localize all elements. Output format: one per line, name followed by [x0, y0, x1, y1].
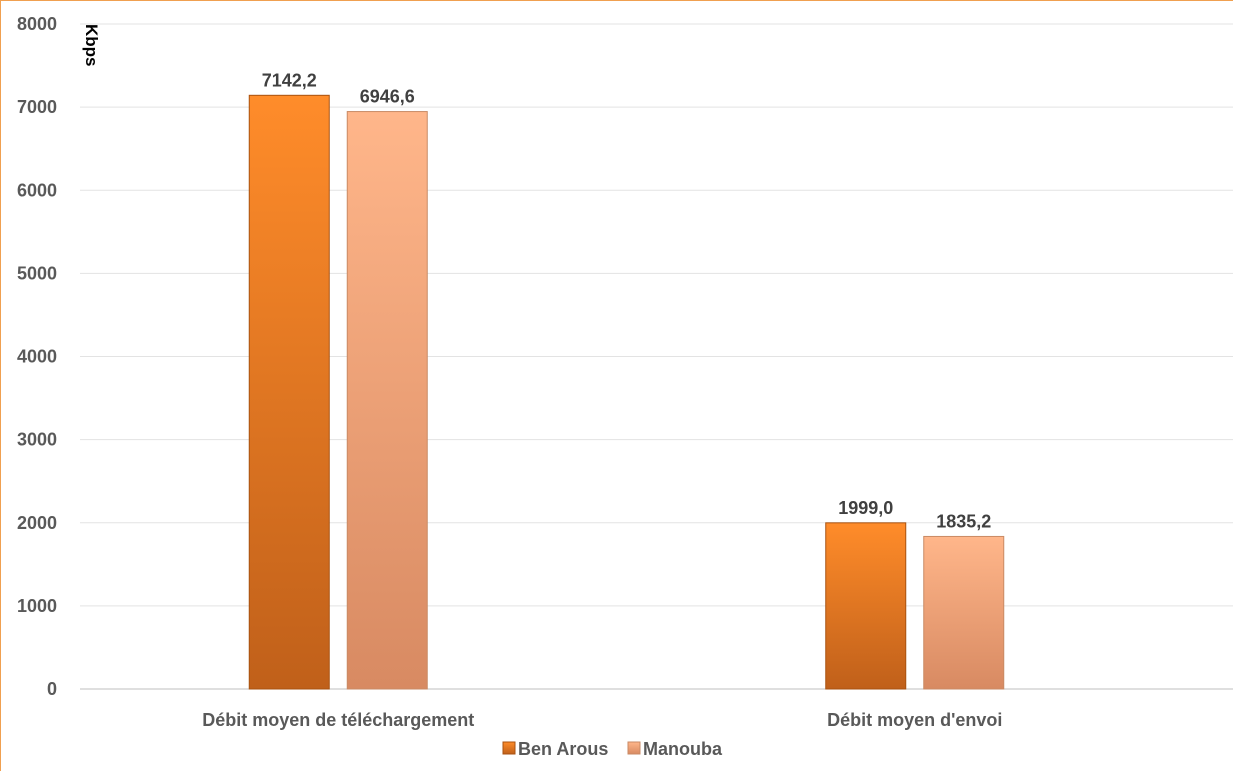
y-tick-label: 7000 [17, 97, 57, 117]
y-tick-label: 8000 [17, 14, 57, 34]
category-label: Débit moyen d'envoi [827, 710, 1002, 730]
y-tick-label: 2000 [17, 513, 57, 533]
y-axis-ticks: 0 1000 2000 3000 4000 5000 6000 7000 8000 [17, 14, 57, 699]
legend-label: Ben Arous [518, 739, 608, 759]
gridlines [80, 23, 1233, 690]
data-label: 6946,6 [360, 87, 415, 107]
legend: Ben Arous Manouba [502, 739, 723, 759]
data-label: 7142,2 [262, 70, 317, 90]
y-tick-label: 0 [47, 679, 57, 699]
bar-ben-arous [825, 522, 907, 690]
legend-swatch [627, 741, 641, 755]
legend-label: Manouba [643, 739, 723, 759]
data-label: 1835,2 [936, 511, 991, 531]
data-label: 1999,0 [838, 498, 893, 518]
legend-swatch [502, 741, 516, 755]
bars [248, 94, 1005, 690]
y-axis-label: Kbps [82, 24, 101, 67]
category-labels: Débit moyen de téléchargement Débit moyen… [202, 710, 1002, 730]
category-label: Débit moyen de téléchargement [202, 710, 474, 730]
y-tick-label: 4000 [17, 347, 57, 367]
bar-manouba [346, 111, 428, 690]
y-tick-label: 5000 [17, 263, 57, 283]
y-tick-label: 3000 [17, 430, 57, 450]
y-tick-label: 1000 [17, 596, 57, 616]
bar-ben-arous [248, 94, 330, 690]
y-tick-label: 6000 [17, 180, 57, 200]
data-labels: 7142,2 6946,6 1999,0 1835,2 [262, 70, 992, 531]
bar-manouba [923, 535, 1005, 690]
